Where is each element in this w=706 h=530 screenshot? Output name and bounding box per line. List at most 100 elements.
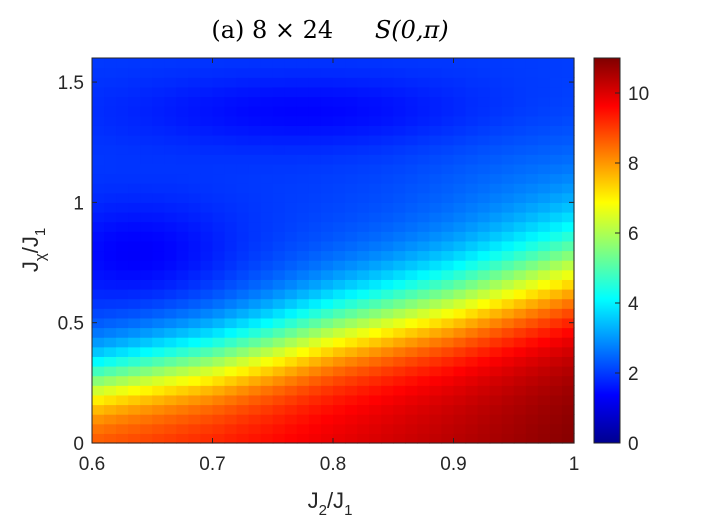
heatmap-cell — [224, 125, 238, 136]
heatmap-cell — [248, 202, 262, 213]
heatmap-cell — [224, 77, 238, 88]
heatmap-cell — [152, 192, 165, 203]
heatmap-cell — [140, 308, 153, 319]
heatmap-cell — [417, 106, 430, 117]
heatmap-cell — [320, 86, 334, 98]
heatmap-cell — [345, 154, 358, 165]
heatmap-cell — [333, 58, 346, 69]
heatmap-cell — [248, 250, 262, 261]
heatmap-cell — [489, 250, 503, 261]
heatmap-cell — [345, 260, 358, 271]
heatmap-cell — [176, 173, 189, 184]
heatmap-cell — [296, 433, 310, 444]
heatmap-cell — [140, 115, 153, 126]
heatmap-cell — [417, 183, 430, 194]
heatmap-cell — [417, 414, 430, 425]
heatmap-cell — [152, 202, 165, 213]
heatmap-cell — [465, 327, 479, 338]
heatmap-cell — [104, 423, 117, 434]
heatmap-cell — [320, 394, 334, 406]
heatmap-cell — [200, 135, 214, 146]
heatmap-cell — [369, 77, 382, 88]
heatmap-cell — [333, 163, 346, 175]
heatmap-cell — [477, 356, 491, 367]
heatmap-cell — [200, 115, 214, 126]
heatmap-cell — [236, 423, 250, 434]
heatmap-cell — [272, 163, 286, 175]
heatmap-cell — [453, 106, 467, 117]
heatmap-cell — [393, 327, 406, 338]
heatmap-cell — [152, 394, 165, 406]
heatmap-cell — [405, 385, 418, 396]
heatmap-cell — [164, 240, 177, 252]
heatmap-cell — [176, 115, 189, 126]
heatmap-cell — [465, 221, 479, 232]
heatmap-cell — [429, 183, 443, 194]
heatmap-cell — [441, 183, 455, 194]
heatmap-cell — [381, 221, 394, 232]
heatmap-cell — [429, 106, 443, 117]
heatmap-cell — [164, 86, 177, 98]
heatmap-cell — [284, 144, 298, 155]
heatmap-cell — [200, 298, 214, 309]
heatmap-cell — [393, 106, 406, 117]
heatmap-cell — [284, 414, 298, 425]
heatmap-cell — [393, 279, 406, 290]
heatmap-cell — [405, 269, 418, 280]
heatmap-cell — [104, 67, 117, 78]
heatmap-cell — [308, 327, 322, 338]
heatmap-cell — [176, 394, 189, 406]
heatmap-cell — [525, 221, 539, 232]
heatmap-cell — [188, 356, 202, 367]
heatmap-cell — [489, 163, 503, 175]
heatmap-cell — [489, 115, 503, 126]
heatmap-cell — [296, 67, 310, 78]
heatmap-cell — [248, 394, 262, 406]
heatmap-cell — [477, 308, 491, 319]
heatmap-cell — [128, 115, 141, 126]
heatmap-cell — [176, 154, 189, 165]
heatmap-cell — [369, 260, 382, 271]
heatmap-cell — [393, 404, 406, 415]
heatmap-cell — [393, 154, 406, 165]
heatmap-cell — [152, 404, 165, 415]
heatmap-cell — [200, 163, 214, 175]
heatmap-cell — [477, 163, 491, 175]
heatmap-cell — [429, 269, 443, 280]
heatmap-cell — [224, 212, 238, 223]
heatmap-cell — [248, 231, 262, 242]
heatmap-cell — [513, 337, 527, 348]
heatmap-cell — [248, 86, 262, 98]
heatmap-cell — [224, 375, 238, 386]
heatmap-cell — [164, 163, 177, 175]
heatmap-cell — [248, 135, 262, 146]
heatmap-cell — [212, 144, 226, 155]
heatmap-cell — [104, 433, 117, 444]
heatmap-cell — [176, 231, 189, 242]
heatmap-cell — [164, 385, 177, 396]
heatmap-cell — [284, 240, 298, 252]
heatmap-cell — [357, 135, 370, 146]
heatmap-cell — [128, 58, 141, 69]
heatmap-cell — [357, 394, 370, 406]
heatmap-cell — [284, 327, 298, 338]
heatmap-cell — [212, 366, 226, 377]
heatmap-cell — [320, 414, 334, 425]
heatmap-cell — [284, 366, 298, 377]
heatmap-cell — [224, 67, 238, 78]
heatmap-cell — [489, 327, 503, 338]
heatmap-cell — [501, 423, 515, 434]
heatmap-cell — [489, 346, 503, 357]
heatmap-cell — [212, 269, 226, 280]
heatmap-cell — [164, 308, 177, 319]
heatmap-cell — [92, 375, 105, 386]
heatmap-cell — [164, 125, 177, 136]
heatmap-cell — [345, 250, 358, 261]
heatmap-cell — [429, 77, 443, 88]
heatmap-cell — [212, 221, 226, 232]
heatmap-cell — [525, 163, 539, 175]
heatmap-cell — [200, 375, 214, 386]
heatmap-cell — [441, 212, 455, 223]
heatmap-cell — [513, 375, 527, 386]
